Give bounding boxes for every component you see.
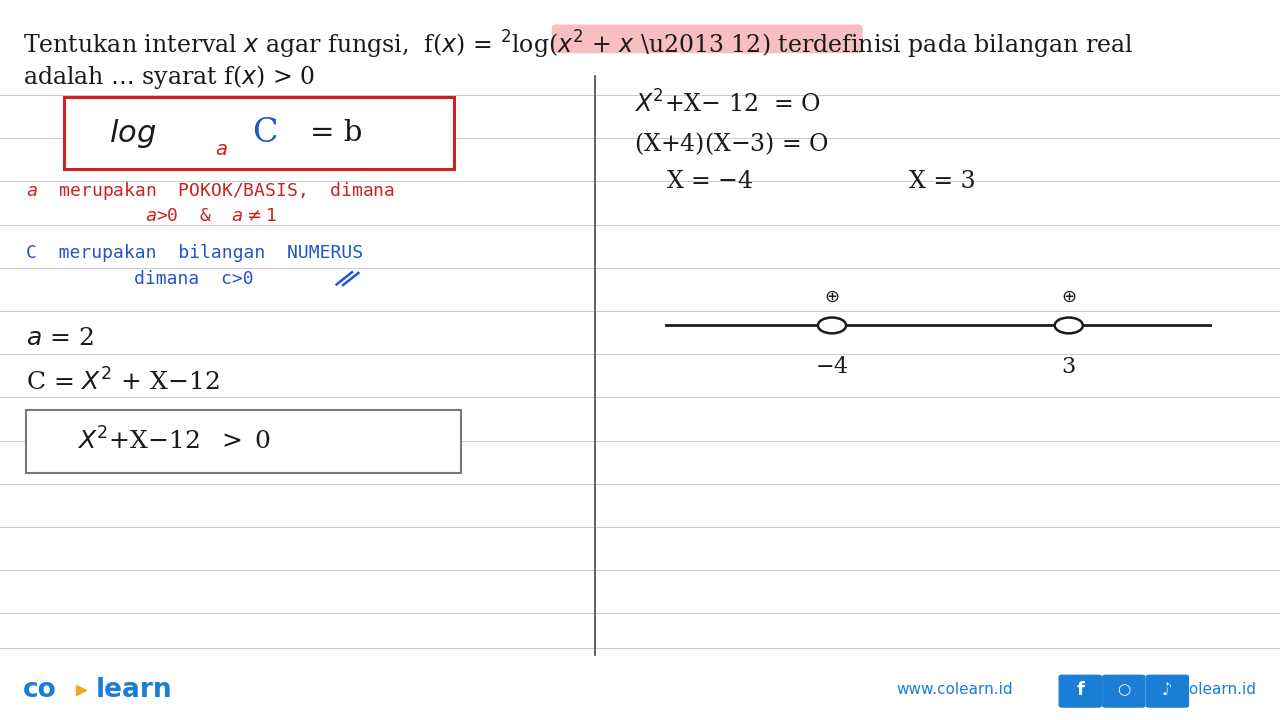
FancyBboxPatch shape <box>552 24 863 53</box>
Text: $\mathit{log}$: $\mathit{log}$ <box>109 117 156 150</box>
Text: $\oplus$: $\oplus$ <box>824 287 840 305</box>
Text: ♪: ♪ <box>1162 681 1172 698</box>
Text: C  merupakan  bilangan  NUMERUS: C merupakan bilangan NUMERUS <box>26 245 362 262</box>
Text: X = $-$4: X = $-$4 <box>666 170 753 193</box>
Text: adalah $\ldots$ syarat f($\mathit{x}$) > 0: adalah $\ldots$ syarat f($\mathit{x}$) >… <box>23 63 315 91</box>
Text: f: f <box>1076 681 1084 698</box>
Text: $\mathit{a}$: $\mathit{a}$ <box>215 140 228 158</box>
Text: Tentukan interval $\mathit{x}$ agar fungsi,  f($\mathit{x}$) = ${}^{2}$log($\mat: Tentukan interval $\mathit{x}$ agar fung… <box>23 29 1133 61</box>
Text: $X^{2}$+X$-$12  $>$ 0: $X^{2}$+X$-$12 $>$ 0 <box>77 428 271 455</box>
FancyBboxPatch shape <box>1146 675 1189 708</box>
FancyBboxPatch shape <box>64 97 454 169</box>
Text: C: C <box>252 117 278 149</box>
Text: 3: 3 <box>1061 356 1076 378</box>
Text: ○: ○ <box>1117 683 1130 697</box>
FancyBboxPatch shape <box>1102 675 1146 708</box>
Text: C = $X^{2}$ + X$-$12: C = $X^{2}$ + X$-$12 <box>26 368 219 395</box>
FancyBboxPatch shape <box>1059 675 1102 708</box>
Text: co: co <box>23 677 56 703</box>
Text: $\oplus$: $\oplus$ <box>1061 287 1076 305</box>
Text: $-$4: $-$4 <box>815 356 849 378</box>
Text: @colearn.id: @colearn.id <box>1165 682 1256 698</box>
Text: learn: learn <box>96 677 173 703</box>
Circle shape <box>1055 318 1083 333</box>
Text: $X^{2}$+X$-$ 12  = O: $X^{2}$+X$-$ 12 = O <box>634 90 820 117</box>
Text: $\mathit{a}$  merupakan  POKOK/BASIS,  dimana: $\mathit{a}$ merupakan POKOK/BASIS, dima… <box>26 180 394 202</box>
Text: $\mathit{a}$>0  &  $\mathit{a}$$\neq$1: $\mathit{a}$>0 & $\mathit{a}$$\neq$1 <box>146 207 276 225</box>
Text: X = 3: X = 3 <box>909 170 975 193</box>
Text: $\mathit{a}$ = 2: $\mathit{a}$ = 2 <box>26 327 93 350</box>
Circle shape <box>818 318 846 333</box>
Text: www.colearn.id: www.colearn.id <box>896 683 1012 697</box>
Text: dimana  c>0: dimana c>0 <box>134 269 253 287</box>
FancyBboxPatch shape <box>26 410 461 473</box>
Text: (X+4)(X$-$3) = O: (X+4)(X$-$3) = O <box>634 131 828 157</box>
Text: = b: = b <box>310 120 362 147</box>
